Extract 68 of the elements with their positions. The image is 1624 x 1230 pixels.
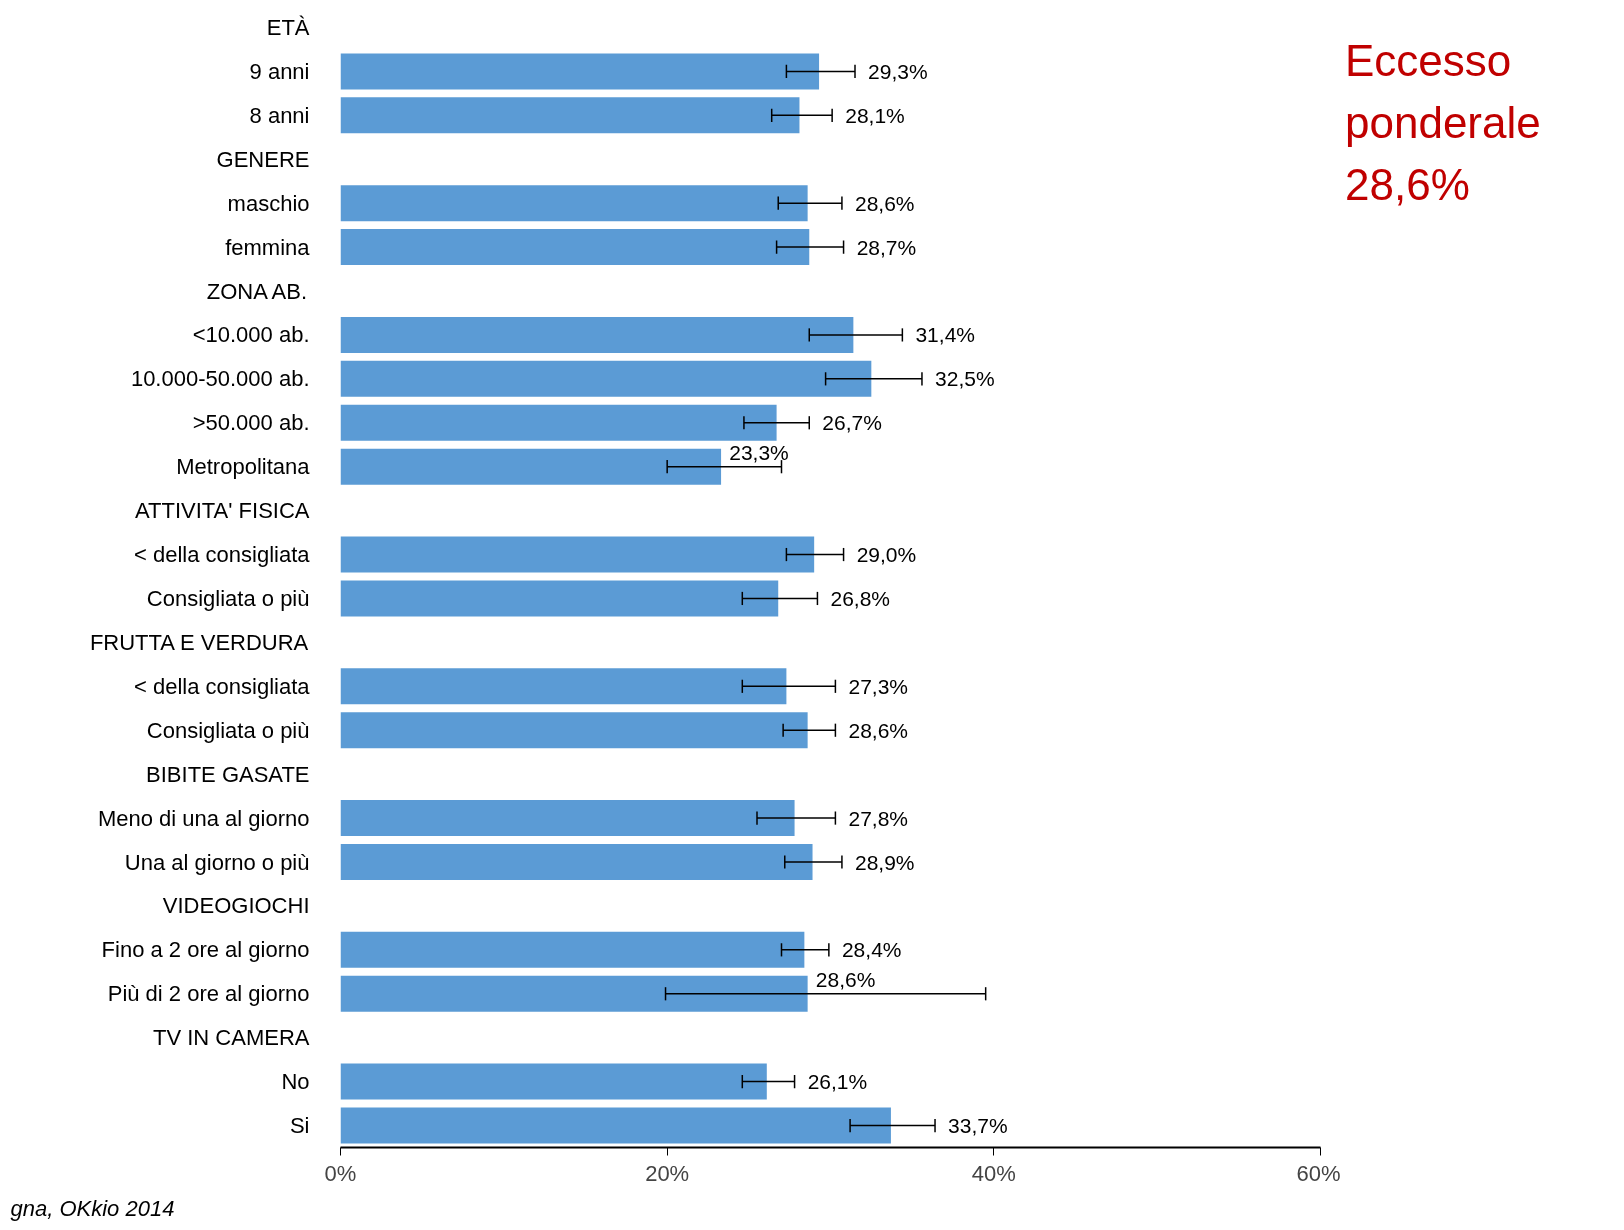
bar <box>340 668 787 705</box>
data-label: 26,8% <box>830 586 891 610</box>
x-tick-label: 0% <box>324 1160 357 1186</box>
y-tick-label: GENERE <box>216 146 310 172</box>
y-tick-label: ZONA AB. <box>206 278 308 304</box>
bar <box>340 185 808 222</box>
bar <box>340 843 813 881</box>
data-label: 23,3% <box>729 440 789 464</box>
x-tick-label: 60% <box>1296 1160 1341 1186</box>
data-label: 28,6% <box>815 967 876 991</box>
y-tick-label: < della consigliata <box>133 673 311 699</box>
bar <box>340 975 808 1012</box>
y-tick-label: 9 anni <box>249 58 310 84</box>
y-tick-label: TV IN CAMERA <box>153 1025 310 1051</box>
bar <box>340 712 808 749</box>
y-tick-label: No <box>281 1069 310 1095</box>
y-tick-label: 10.000-50.000 ab. <box>130 366 310 392</box>
bar <box>340 229 810 266</box>
bar <box>340 360 872 397</box>
bar <box>340 448 722 485</box>
data-label: 26,7% <box>822 411 882 435</box>
y-tick-label: Si <box>289 1113 310 1139</box>
y-tick-label: BIBITE GASATE <box>146 761 310 787</box>
data-label: 28,6% <box>848 718 909 742</box>
data-label: 31,4% <box>915 323 975 347</box>
data-label: 28,7% <box>856 235 917 259</box>
y-tick-label: < della consigliata <box>133 542 311 568</box>
y-tick-label: Fino a 2 ore al giorno <box>101 937 310 963</box>
x-tick-label: 40% <box>971 1160 1016 1186</box>
y-tick-label: <10.000 ab. <box>192 322 310 348</box>
y-tick-label: ETÀ <box>266 14 310 40</box>
bar <box>340 931 805 968</box>
y-tick-label: Meno di una al giorno <box>97 805 310 831</box>
bar <box>340 580 779 617</box>
y-tick-label: Consigliata o più <box>146 585 310 611</box>
data-label: 27,3% <box>848 674 909 698</box>
y-tick-label: 8 anni <box>249 102 310 128</box>
bar <box>340 536 815 573</box>
y-tick-label: ATTIVITA' FISICA <box>134 498 310 524</box>
bar <box>340 1107 891 1144</box>
data-label: 29,0% <box>856 543 917 567</box>
y-tick-label: Consigliata o più <box>146 717 310 743</box>
text: gna, OKkio 2014 <box>10 1195 175 1221</box>
bar <box>340 316 854 353</box>
bar <box>340 97 800 134</box>
data-label: 29,3% <box>868 59 928 83</box>
bar <box>340 53 820 90</box>
bar <box>340 404 777 441</box>
data-label: 32,5% <box>935 367 995 391</box>
y-tick-label: Una al giorno o più <box>124 849 310 875</box>
data-label: 28,9% <box>855 850 915 874</box>
y-tick-label: >50.000 ab. <box>192 410 310 436</box>
data-label: 33,7% <box>948 1114 1008 1138</box>
data-label: 28,1% <box>845 103 905 127</box>
y-tick-label: FRUTTA E VERDURA <box>89 629 309 655</box>
bar <box>340 800 795 837</box>
y-tick-label: Più di 2 ore al giorno <box>107 981 310 1007</box>
bar <box>340 1063 767 1100</box>
data-label: 28,4% <box>841 938 902 962</box>
y-tick-label: VIDEOGIOCHI <box>162 893 310 919</box>
text: Eccesso ponderale 28,6% <box>1345 35 1542 211</box>
y-tick-label: Metropolitana <box>176 454 311 480</box>
data-label: 26,1% <box>807 1070 868 1094</box>
data-label: 28,6% <box>855 191 915 215</box>
y-tick-label: femmina <box>225 234 311 260</box>
data-label: 27,8% <box>848 806 909 830</box>
x-tick-label: 20% <box>645 1160 690 1186</box>
y-tick-label: maschio <box>227 190 310 216</box>
